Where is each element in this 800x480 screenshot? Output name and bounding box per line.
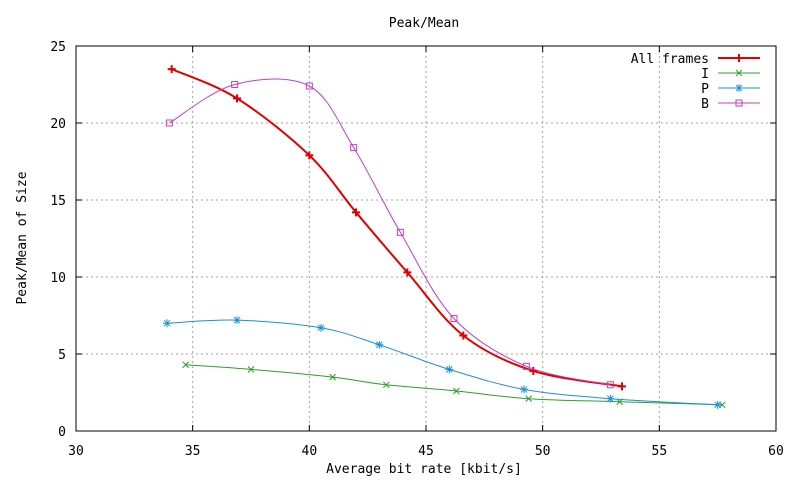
legend-label: B xyxy=(701,97,709,112)
data-point-all-frames xyxy=(459,331,468,340)
legend-item-all-frames: All frames xyxy=(631,52,760,67)
data-point-p xyxy=(163,319,171,328)
x-tick-label: 35 xyxy=(185,444,201,459)
series-i xyxy=(182,361,726,409)
data-point-b xyxy=(350,144,358,152)
x-tick-label: 55 xyxy=(652,444,668,459)
x-tick-label: 45 xyxy=(418,444,434,459)
x-axis-label: Average bit rate [kbit/s] xyxy=(326,462,522,477)
data-point-all-frames xyxy=(233,94,241,103)
legend-item-p: P xyxy=(701,82,760,97)
plot-frame xyxy=(75,45,777,432)
data-point-i xyxy=(452,387,460,395)
tick-layer: 30 35 40 45 50 55 60 0 5 10 15 20 25 xyxy=(50,40,783,459)
data-point-all-frames xyxy=(529,366,538,375)
legend-label: P xyxy=(701,82,709,97)
series-b xyxy=(165,78,614,389)
data-point-b xyxy=(305,82,313,90)
x-tick-label: 30 xyxy=(68,444,84,459)
x-tick-label: 60 xyxy=(768,444,784,459)
y-axis-label: Peak/Mean of Size xyxy=(15,171,30,304)
series-layer xyxy=(163,65,726,409)
data-point-p xyxy=(233,316,241,325)
legend-marker-i xyxy=(735,69,743,77)
x-tick-label: 50 xyxy=(535,444,551,459)
legend-marker-b xyxy=(735,99,743,107)
legend-label: I xyxy=(701,67,709,82)
legend-marker-all-frames xyxy=(735,54,743,62)
data-point-all-frames xyxy=(403,268,412,277)
grid-layer xyxy=(76,46,776,431)
data-point-i xyxy=(247,366,255,373)
data-point-all-frames xyxy=(305,151,314,160)
series-line-all-frames xyxy=(171,68,623,388)
data-point-all-frames xyxy=(618,382,626,391)
data-point-i xyxy=(382,381,390,389)
series-line-p xyxy=(166,319,718,406)
y-tick-label: 10 xyxy=(50,271,66,286)
data-point-b xyxy=(231,81,239,88)
y-tick-label: 0 xyxy=(58,425,66,440)
x-tick-label: 40 xyxy=(302,444,318,459)
data-point-p xyxy=(445,365,454,374)
chart-title: Peak/Mean xyxy=(389,16,459,31)
series-line-b xyxy=(169,78,611,386)
y-tick-label: 25 xyxy=(50,40,66,55)
y-tick-label: 15 xyxy=(50,194,66,209)
y-tick-label: 5 xyxy=(58,348,66,363)
data-point-p xyxy=(520,385,528,394)
data-point-b xyxy=(606,381,614,389)
data-point-all-frames xyxy=(352,208,360,217)
data-point-b xyxy=(450,315,458,323)
data-point-b xyxy=(522,362,530,370)
series-all-frames xyxy=(167,65,626,391)
y-tick-label: 20 xyxy=(50,117,66,132)
data-point-p xyxy=(713,400,722,409)
legend-marker-p xyxy=(735,84,743,92)
data-point-p xyxy=(317,323,325,332)
data-point-i xyxy=(525,395,533,403)
legend-item-i: I xyxy=(701,67,760,82)
data-point-i xyxy=(329,373,337,381)
legend-label: All frames xyxy=(631,52,709,67)
data-point-b xyxy=(165,119,173,127)
data-point-p xyxy=(375,340,384,349)
data-point-b xyxy=(396,228,404,236)
series-p xyxy=(163,316,722,409)
legend-item-b: B xyxy=(701,97,760,112)
data-point-p xyxy=(606,394,615,403)
data-point-i xyxy=(182,361,190,369)
data-point-all-frames xyxy=(167,65,176,74)
